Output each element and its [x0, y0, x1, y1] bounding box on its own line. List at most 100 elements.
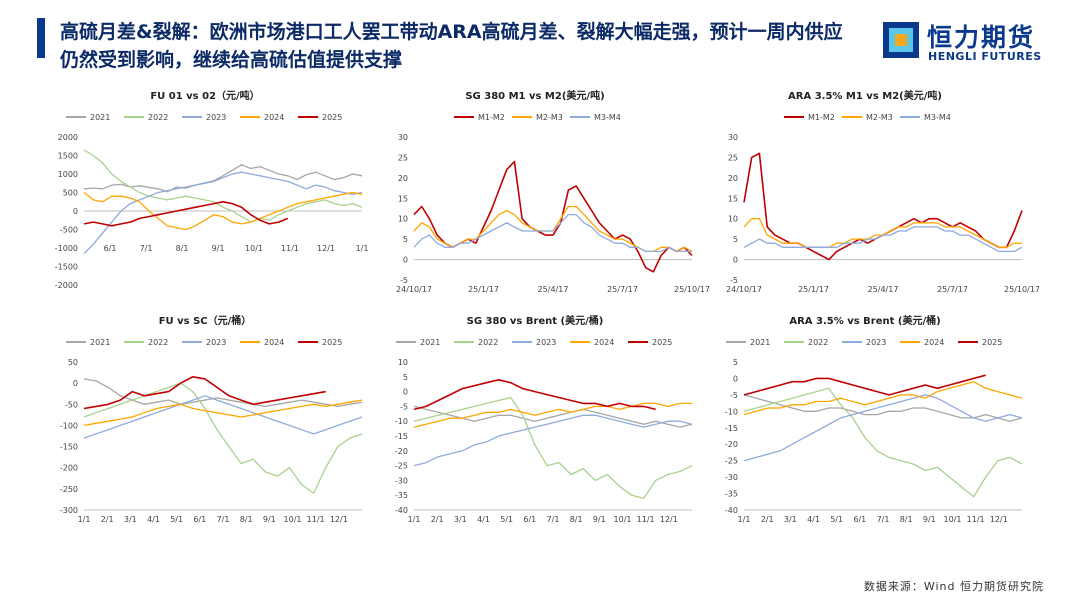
y-tick-label: -35	[725, 490, 738, 499]
legend-label-2024: 2024	[264, 113, 284, 122]
x-tick-label: 12/1	[317, 244, 335, 253]
y-tick-label: 10	[398, 358, 408, 367]
y-tick-label: -2000	[55, 281, 78, 290]
x-tick-label: 11/1	[637, 515, 655, 524]
legend-label-2023: 2023	[206, 338, 226, 347]
chart-ara-vs-brent: ARA 3.5% vs Brent (美元/桶) 2021 2022 2023 2024…	[700, 310, 1030, 525]
y-tick-label: 0	[403, 388, 408, 397]
series-line-2022	[83, 149, 363, 223]
series-line-2023	[83, 395, 363, 439]
chart-svg-4: SG 380 vs Brent (美元/桶) 2021 2022 2023 2024 20…	[395, 314, 693, 524]
series-line-m2-m3	[413, 205, 693, 253]
x-tick-label: 12/1	[660, 515, 678, 524]
x-tick-label: 1/1	[78, 515, 91, 524]
y-tick-label: 1000	[58, 170, 78, 179]
chart-svg-1: SG 380 M1 vs M2(美元/吨) M1-M2 M2-M3 M3-M4 30 25…	[396, 89, 710, 294]
x-tick-label: 5/1	[170, 515, 183, 524]
x-tick-label: 6/1	[104, 244, 117, 253]
x-tick-label: 11/1	[307, 515, 325, 524]
chart-title: ARA 3.5% M1 vs M2(美元/吨)	[788, 89, 942, 102]
y-tick-label: 5	[733, 235, 738, 244]
y-tick-label: -250	[60, 485, 78, 494]
y-tick-label: -150	[60, 443, 78, 452]
x-tick-label: 3/1	[454, 515, 467, 524]
legend-label-m2-m3: M2-M3	[866, 113, 893, 122]
x-tick-label: 25/7/17	[607, 285, 638, 294]
x-tick-label: 9/1	[263, 515, 276, 524]
x-tick-label: 9/1	[923, 515, 936, 524]
y-tick-label: -25	[725, 457, 738, 466]
series-line-2022	[413, 396, 693, 499]
x-tick-label: 8/1	[570, 515, 583, 524]
y-tick-label: -10	[395, 417, 408, 426]
y-tick-label: 0	[73, 207, 78, 216]
x-tick-label: 7/1	[140, 244, 153, 253]
legend-label-m3-m4: M3-M4	[594, 113, 621, 122]
x-tick-label: 25/4/17	[538, 285, 569, 294]
y-tick-label: 25	[728, 153, 738, 162]
legend-label-2023: 2023	[536, 338, 556, 347]
series-line-2025	[83, 376, 326, 410]
series-line-2024	[83, 191, 363, 231]
y-tick-label: -100	[60, 421, 78, 430]
series-line-2024	[743, 381, 1023, 416]
x-tick-label: 8/1	[900, 515, 913, 524]
x-tick-label: 10/1	[284, 515, 302, 524]
legend-label-2022: 2022	[148, 338, 168, 347]
series-line-2023	[413, 414, 693, 467]
x-tick-label: 7/1	[877, 515, 890, 524]
legend-label-m3-m4: M3-M4	[924, 113, 951, 122]
x-tick-label: 6/1	[193, 515, 206, 524]
x-tick-label: 6/1	[523, 515, 536, 524]
y-tick-label: -5	[730, 276, 738, 285]
logo-text-cn: 恒力期货	[927, 23, 1036, 52]
x-tick-label: 4/1	[477, 515, 490, 524]
legend-label-m1-m2: M1-M2	[808, 113, 835, 122]
y-tick-label: 0	[403, 256, 408, 265]
y-tick-label: 5	[733, 358, 738, 367]
x-tick-label: 10/1	[944, 515, 962, 524]
y-tick-label: -1000	[55, 244, 78, 253]
y-tick-label: 25	[398, 153, 408, 162]
x-tick-label: 25/7/17	[937, 285, 968, 294]
chart-title: FU 01 vs 02（元/吨）	[150, 89, 259, 102]
series-line-2021	[83, 378, 363, 408]
y-tick-label: -15	[395, 432, 408, 441]
x-tick-label: 25/10/17	[1004, 285, 1040, 294]
x-tick-label: 6/1	[853, 515, 866, 524]
x-tick-label: 7/1	[547, 515, 560, 524]
series-line-2025	[743, 374, 986, 396]
y-tick-label: 10	[398, 215, 408, 224]
x-tick-label: 9/1	[212, 244, 225, 253]
chart-svg-0: FU 01 vs 02（元/吨） 2021 2022 2023 2024 2025 2000…	[55, 89, 369, 290]
series-line-2021	[413, 405, 693, 428]
x-tick-label: 8/1	[240, 515, 253, 524]
y-tick-label: -300	[60, 506, 78, 515]
x-tick-label: 2/1	[101, 515, 114, 524]
y-tick-label: -1500	[55, 263, 78, 272]
chart-sg380-vs-brent: SG 380 vs Brent (美元/桶) 2021 2022 2023 2024 20…	[370, 310, 700, 525]
x-tick-label: 3/1	[784, 515, 797, 524]
y-tick-label: -35	[395, 491, 408, 500]
y-tick-label: -30	[395, 476, 408, 485]
legend-label-2024: 2024	[594, 338, 614, 347]
x-tick-label: 2/1	[431, 515, 444, 524]
chart-svg-2: ARA 3.5% M1 vs M2(美元/吨) M1-M2 M2-M3 M3-M4 30…	[726, 89, 1040, 294]
series-line-2022	[83, 382, 363, 494]
y-tick-label: 50	[68, 358, 78, 367]
x-tick-label: 5/1	[830, 515, 843, 524]
chart-ara-m1-m2: ARA 3.5% M1 vs M2(美元/吨) M1-M2 M2-M3 M3-M4 30…	[700, 85, 1040, 300]
series-line-2025	[83, 201, 289, 227]
x-tick-label: 7/1	[217, 515, 230, 524]
legend-label-2022: 2022	[478, 338, 498, 347]
page-title: 高硫月差&裂解：欧洲市场港口工人罢工带动ARA高硫月差、裂解大幅走强，预计一周内…	[60, 21, 843, 71]
x-tick-label: 5/1	[500, 515, 513, 524]
y-tick-label: -500	[60, 226, 78, 235]
data-source-note: 数据来源：Wind 恒力期货研究院	[863, 580, 1044, 593]
legend-label-2025: 2025	[322, 338, 342, 347]
legend-label-2022: 2022	[148, 113, 168, 122]
y-tick-label: 0	[733, 374, 738, 383]
legend-label-2021: 2021	[750, 338, 770, 347]
x-tick-label: 25/1/17	[798, 285, 829, 294]
y-tick-label: 1500	[58, 152, 78, 161]
